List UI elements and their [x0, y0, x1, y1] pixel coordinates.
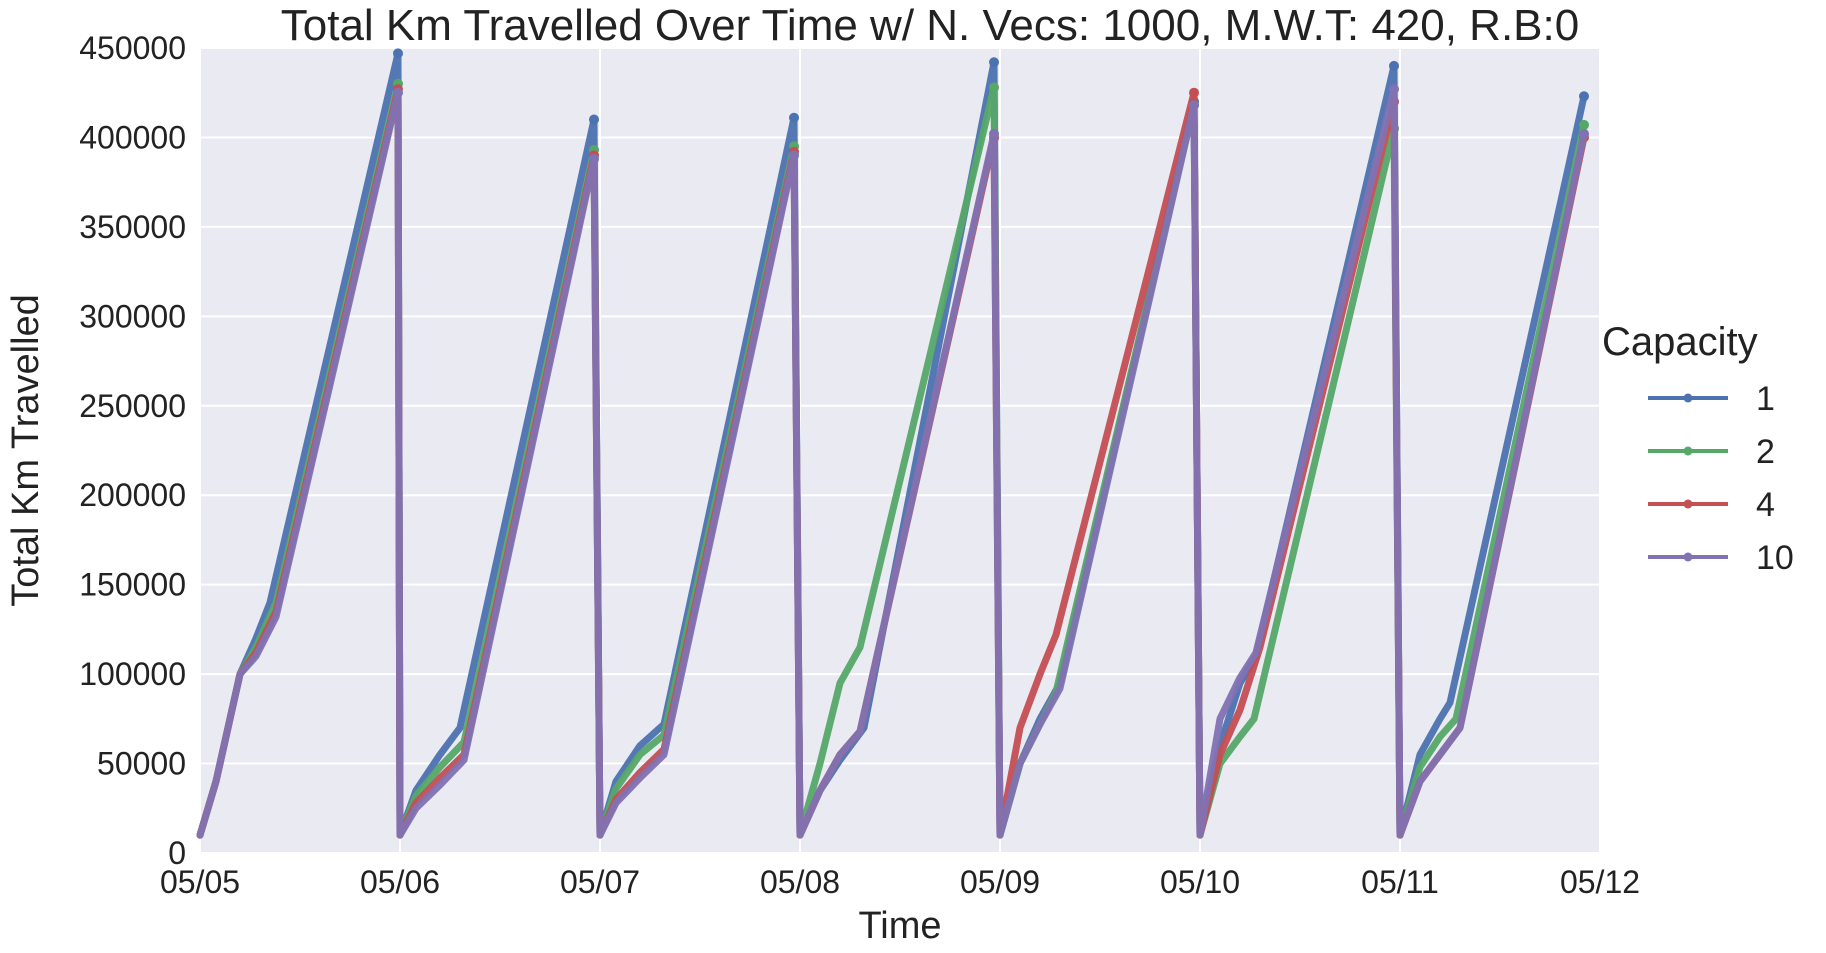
- x-tick-label: 05/12: [1560, 864, 1640, 900]
- series-line: [196, 85, 1588, 839]
- legend-marker: [1683, 446, 1693, 456]
- y-tick-labels: 0 50000 100000 150000 200000 250000 300000 3500…: [79, 30, 186, 871]
- legend-marker: [1683, 552, 1693, 562]
- legend-label: 1: [1756, 380, 1775, 418]
- legend-item: 1: [1648, 380, 1775, 418]
- x-tick-label: 05/05: [160, 864, 240, 900]
- x-tick-label: 05/10: [1160, 864, 1240, 900]
- y-tick-label: 150000: [79, 567, 186, 603]
- y-tick-label: 50000: [97, 746, 186, 782]
- x-tick-label: 05/09: [960, 864, 1040, 900]
- x-tick-label: 05/11: [1361, 864, 1439, 900]
- plot-area: [200, 48, 1600, 853]
- legend-item: 10: [1648, 539, 1794, 577]
- y-tick-label: 250000: [79, 388, 186, 424]
- series-10: [196, 84, 1589, 839]
- y-tick-label: 450000: [79, 30, 186, 66]
- chart-title: Total Km Travelled Over Time w/ N. Vecs:…: [281, 1, 1579, 50]
- x-tick-label: 05/07: [560, 864, 640, 900]
- legend-label: 2: [1756, 433, 1775, 471]
- series-layer: [196, 48, 1589, 839]
- legend-item: 4: [1648, 486, 1775, 524]
- y-tick-label: 300000: [79, 298, 186, 334]
- legend-label: 10: [1756, 539, 1794, 577]
- y-tick-label: 100000: [79, 656, 186, 692]
- legend-title: Capacity: [1602, 320, 1758, 364]
- x-axis-label: Time: [858, 905, 941, 947]
- y-axis-label: Total Km Travelled: [5, 294, 47, 607]
- legend-marker: [1683, 393, 1693, 403]
- legend-marker: [1683, 499, 1693, 509]
- y-tick-label: 0: [168, 835, 186, 871]
- y-tick-label: 350000: [79, 209, 186, 245]
- x-tick-label: 05/08: [760, 864, 840, 900]
- y-tick-label: 400000: [79, 119, 186, 155]
- legend-label: 4: [1756, 486, 1775, 524]
- legend: Capacity 1 2 4 10: [1602, 320, 1794, 577]
- x-tick-label: 05/06: [360, 864, 440, 900]
- legend-item: 2: [1648, 433, 1775, 471]
- x-tick-labels: 05/05 05/06 05/07 05/08 05/09 05/10 05/11 05/12: [160, 864, 1640, 900]
- y-tick-label: 200000: [79, 477, 186, 513]
